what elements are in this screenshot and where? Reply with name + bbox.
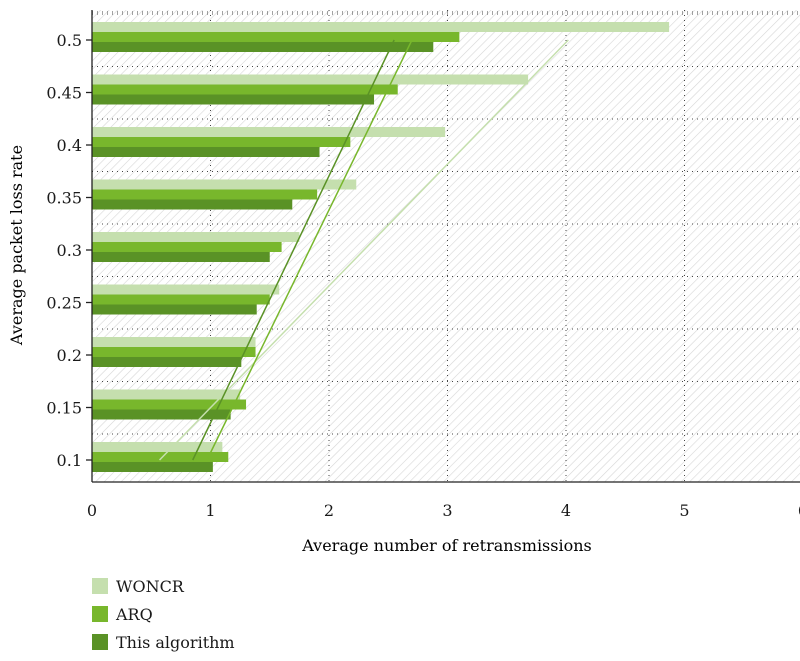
y-tick-label: 0.15 [46,399,82,418]
x-tick-labels: 0 1 2 3 4 5 6 [87,501,800,520]
legend-label-arq: ARQ [116,604,153,624]
y-tick-label: 0.2 [57,346,82,365]
bar-woncr-0.35 [92,179,357,190]
bar-this-algorithm-0.1 [92,462,213,472]
legend-item-this-algorithm: This algorithm [92,628,235,656]
y-tick-labels: 0.1 0.15 0.2 0.25 0.3 0.35 0.4 0.45 0.5 [46,31,92,470]
bar-arq-0.3 [92,242,282,252]
bar-woncr-0.2 [92,337,256,347]
legend-swatch-this-algorithm [92,634,108,650]
x-tick-label: 5 [679,501,689,520]
bar-arq-0.5 [92,32,460,42]
y-tick-label: 0.1 [57,451,82,470]
trendline-woncr [159,39,569,461]
legend-item-woncr: WONCR [92,572,235,600]
bar-arq-0.45 [92,84,398,95]
axes [91,10,800,483]
trendline-arq [206,39,413,461]
y-axis-label: Average packet loss rate [7,145,26,346]
y-tick-label: 0.5 [57,31,82,50]
y-tick-label: 0.35 [46,189,82,208]
bar-this-algorithm-0.4 [92,147,320,157]
trendlines [159,39,569,461]
legend-label-woncr: WONCR [116,576,184,596]
bar-woncr-0.45 [92,74,529,85]
bar-arq-0.4 [92,137,351,147]
bar-woncr-0.5 [92,22,670,32]
x-tick-label: 4 [561,501,571,520]
y-tick-label: 0.25 [46,294,82,313]
bar-this-algorithm-0.45 [92,94,375,105]
legend: WONCR ARQ This algorithm [92,572,235,656]
y-tick-label: 0.45 [46,84,82,103]
legend-item-arq: ARQ [92,600,235,628]
legend-swatch-woncr [92,578,108,594]
bar-arq-0.1 [92,452,229,462]
bar-this-algorithm-0.35 [92,199,293,210]
bar-arq-0.35 [92,189,318,200]
bar-woncr-0.4 [92,127,446,137]
bar-woncr-0.3 [92,232,300,242]
bar-this-algorithm-0.3 [92,252,270,262]
bar-arq-0.25 [92,294,270,305]
bar-arq-0.2 [92,347,256,357]
bar-woncr-0.25 [92,284,280,295]
x-tick-label: 3 [442,501,452,520]
x-tick-label: 0 [87,501,97,520]
trendline-this-algorithm [192,39,395,461]
x-tick-label: 2 [324,501,334,520]
bar-woncr-0.15 [92,389,241,400]
bar-woncr-0.1 [92,442,223,452]
legend-swatch-arq [92,606,108,622]
x-tick-label: 6 [798,501,800,520]
bars [92,22,670,472]
x-tick-label: 1 [205,501,215,520]
y-tick-label: 0.3 [57,241,82,260]
legend-label-this-algorithm: This algorithm [116,632,235,652]
bar-arq-0.15 [92,399,247,410]
bar-this-algorithm-0.25 [92,304,257,315]
bar-this-algorithm-0.5 [92,42,434,52]
bar-chart: 0.10.150.20.250.30.350.40.450.5 0123456 … [7,10,800,555]
y-tick-label: 0.4 [57,136,82,155]
bar-this-algorithm-0.2 [92,357,242,367]
x-axis-label: Average number of retransmissions [301,536,592,555]
bar-this-algorithm-0.15 [92,409,231,420]
